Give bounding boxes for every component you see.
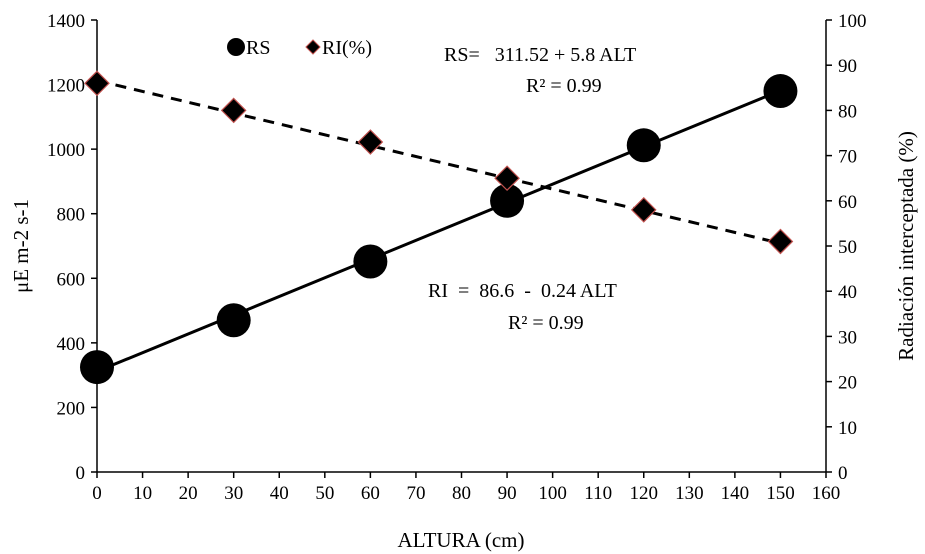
ri-data-point	[767, 228, 794, 255]
right-y-tick-label: 70	[838, 147, 857, 168]
legend: RS RI(%)	[227, 37, 372, 59]
right-y-tick-label: 20	[838, 373, 857, 394]
legend-rs-label: RS	[246, 37, 270, 59]
trendline-layer	[96, 79, 782, 373]
left-y-tick-label: 400	[57, 334, 86, 355]
right-y-tick-label: 50	[838, 237, 857, 258]
right-y-tick-label: 10	[838, 418, 857, 439]
x-tick-label: 150	[766, 483, 795, 504]
right-y-tick-label: 60	[838, 192, 857, 213]
left-y-tick-label: 1400	[47, 11, 85, 32]
left-y-tick-label: 1200	[47, 76, 85, 97]
right-y-tick-label: 90	[838, 56, 857, 77]
rs-r2-label: R² = 0.99	[526, 75, 602, 97]
rs-equation-label: RS= 311.52 + 5.8 ALT	[444, 44, 636, 66]
x-tick-label: 10	[133, 483, 152, 504]
x-tick-label: 110	[584, 483, 612, 504]
legend-ri-label: RI(%)	[322, 37, 372, 59]
rs-data-point	[353, 244, 388, 279]
rs-data-point	[216, 303, 251, 338]
right-y-tick-label: 40	[838, 282, 857, 303]
data-marks-layer	[80, 70, 798, 385]
rs-data-point	[763, 74, 798, 109]
x-tick-label: 140	[721, 483, 750, 504]
legend-rs-marker	[227, 38, 245, 56]
right-y-tick-label: 0	[838, 463, 848, 484]
ri-trendline	[96, 79, 781, 245]
x-tick-label: 20	[179, 483, 198, 504]
ri-data-point	[220, 97, 247, 124]
x-tick-label: 60	[361, 483, 380, 504]
ri-data-point	[357, 129, 384, 155]
ri-data-point	[494, 165, 520, 192]
right-y-tick-label: 30	[838, 327, 857, 348]
x-tick-label: 0	[92, 483, 102, 504]
x-tick-label: 130	[675, 483, 704, 504]
chart-axes	[96, 20, 827, 473]
left-y-tick-label: 0	[76, 463, 86, 484]
left-y-tick-label: 1000	[47, 140, 85, 161]
x-tick-label: 80	[452, 483, 471, 504]
rs-trendline	[96, 89, 782, 373]
x-tick-label: 40	[270, 483, 289, 504]
x-tick-label: 30	[224, 483, 243, 504]
right-y-axis-title: Radiación interceptada (%)	[894, 131, 918, 361]
left-y-tick-label: 800	[57, 205, 86, 226]
right-y-tick-label: 80	[838, 101, 857, 122]
ri-data-point	[84, 70, 110, 97]
x-tick-label: 70	[406, 483, 425, 504]
x-tick-label: 90	[498, 483, 517, 504]
left-y-axis-title: μE m-2 s-1	[9, 199, 33, 293]
ri-equation-label: RI = 86.6 - 0.24 ALT	[428, 280, 617, 302]
x-tick-label: 50	[315, 483, 334, 504]
right-y-tick-label: 100	[838, 11, 867, 32]
x-tick-label: 100	[538, 483, 567, 504]
ticks-layer: 0 10 20 30 40 50 60 70 80 90 100 110 120 130 140 150 160…	[47, 11, 867, 504]
rs-data-point	[490, 183, 525, 218]
ri-data-point	[630, 196, 657, 223]
x-tick-label: 160	[812, 483, 841, 504]
rs-data-point	[626, 128, 661, 163]
x-axis-title: ALTURA (cm)	[398, 528, 525, 552]
left-y-tick-label: 200	[57, 398, 86, 419]
left-y-tick-label: 600	[57, 269, 86, 290]
legend-ri-marker	[305, 39, 321, 55]
x-tick-label: 120	[630, 483, 659, 504]
rs-data-point	[80, 350, 114, 385]
ri-r2-label: R² = 0.99	[508, 312, 584, 334]
